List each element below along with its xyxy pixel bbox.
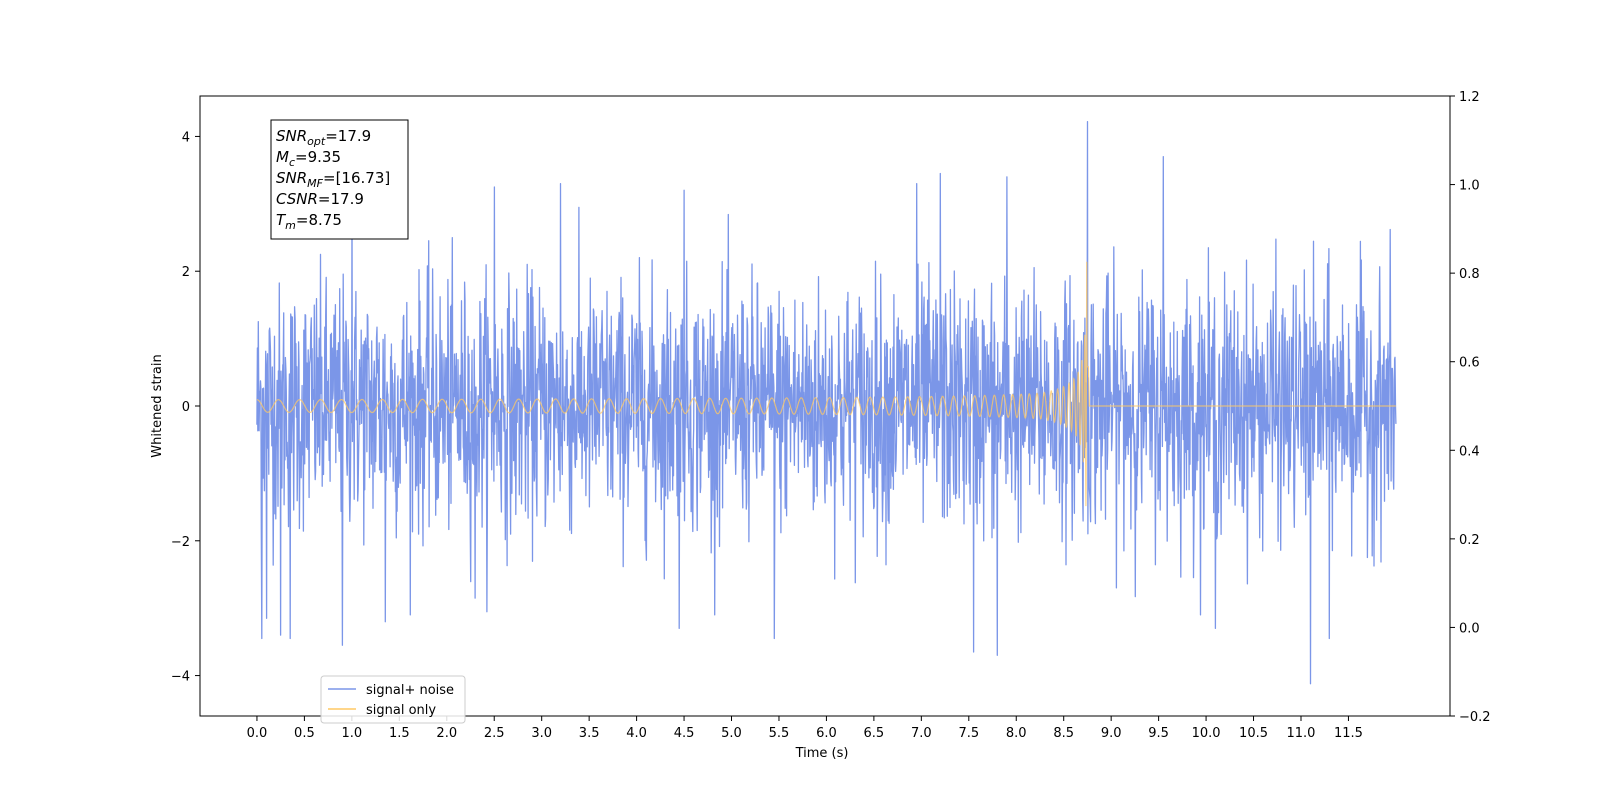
x-tick-label: 6.0 — [816, 726, 837, 741]
x-tick-label: 10.0 — [1192, 726, 1221, 741]
y2-tick-label: −0.2 — [1459, 710, 1491, 725]
series-signal-noise — [256, 120, 1397, 685]
x-tick-label: 2.0 — [436, 726, 457, 741]
y2-tick-label: 0.2 — [1459, 533, 1480, 548]
x-axis-label: Time (s) — [795, 746, 849, 761]
x-axis-ticks: 0.0 0.5 1.0 1.5 2.0 2.5 3.0 3.5 4.0 4.5 5.0 5.5 6.0 6… — [247, 716, 1363, 741]
y-axis-label: Whitened strain — [150, 354, 165, 457]
y2-tick-label: 1.0 — [1459, 179, 1480, 194]
series-signal-only — [256, 261, 1396, 507]
annotation-line: Tm=8.75 — [276, 211, 342, 232]
legend: signal+ noise signal only — [320, 675, 466, 724]
x-tick-label: 8.5 — [1053, 726, 1074, 741]
y-axis-ticks: −4 −2 0 2 4 — [171, 130, 200, 685]
y2-tick-label: 0.0 — [1459, 621, 1480, 636]
x-tick-label: 10.5 — [1239, 726, 1268, 741]
x-tick-label: 4.5 — [674, 726, 695, 741]
x-tick-label: 3.0 — [531, 726, 552, 741]
annotation-line: SNRopt=17.9 — [276, 127, 371, 148]
signal-line — [256, 261, 1396, 507]
x-tick-label: 9.0 — [1101, 726, 1122, 741]
x-tick-label: 6.5 — [864, 726, 885, 741]
annotation-line: CSNR=17.9 — [276, 190, 364, 208]
annotation-line: Mc=9.35 — [276, 148, 341, 169]
annotation-frame — [270, 119, 409, 240]
legend-label: signal only — [366, 703, 436, 718]
x-tick-label: 8.0 — [1006, 726, 1027, 741]
legend-frame — [320, 675, 466, 724]
x-tick-label: 11.5 — [1334, 726, 1363, 741]
x-tick-label: 1.0 — [342, 726, 363, 741]
stats-annotation-box: SNRopt=17.9Mc=9.35SNRMF=[16.73]CSNR=17.9… — [270, 119, 409, 240]
x-tick-label: 7.5 — [958, 726, 979, 741]
y-tick-label: 0 — [182, 400, 190, 415]
y2-tick-label: 0.8 — [1459, 267, 1480, 282]
x-tick-label: 9.5 — [1148, 726, 1169, 741]
x-tick-label: 0.0 — [247, 726, 268, 741]
y-tick-label: −4 — [171, 670, 190, 685]
x-tick-label: 0.5 — [294, 726, 315, 741]
y-tick-label: 4 — [182, 130, 190, 145]
y2-tick-label: 0.4 — [1459, 444, 1480, 459]
y2-tick-label: 0.6 — [1459, 356, 1480, 371]
y2-axis-ticks: −0.2 0.0 0.2 0.4 0.6 0.8 1.0 1.2 — [1450, 90, 1491, 725]
x-tick-label: 7.0 — [911, 726, 932, 741]
x-tick-label: 4.0 — [626, 726, 647, 741]
y-tick-label: 2 — [182, 265, 190, 280]
legend-label: signal+ noise — [366, 683, 454, 698]
x-tick-label: 3.5 — [579, 726, 600, 741]
x-tick-label: 11.0 — [1287, 726, 1316, 741]
annotation-line: SNRMF=[16.73] — [276, 169, 390, 190]
x-tick-label: 1.5 — [389, 726, 410, 741]
x-tick-label: 5.0 — [721, 726, 742, 741]
y2-tick-label: 1.2 — [1459, 90, 1480, 105]
y-tick-label: −2 — [171, 535, 190, 550]
noise-line — [256, 120, 1397, 685]
x-tick-label: 2.5 — [484, 726, 505, 741]
x-tick-label: 5.5 — [769, 726, 790, 741]
